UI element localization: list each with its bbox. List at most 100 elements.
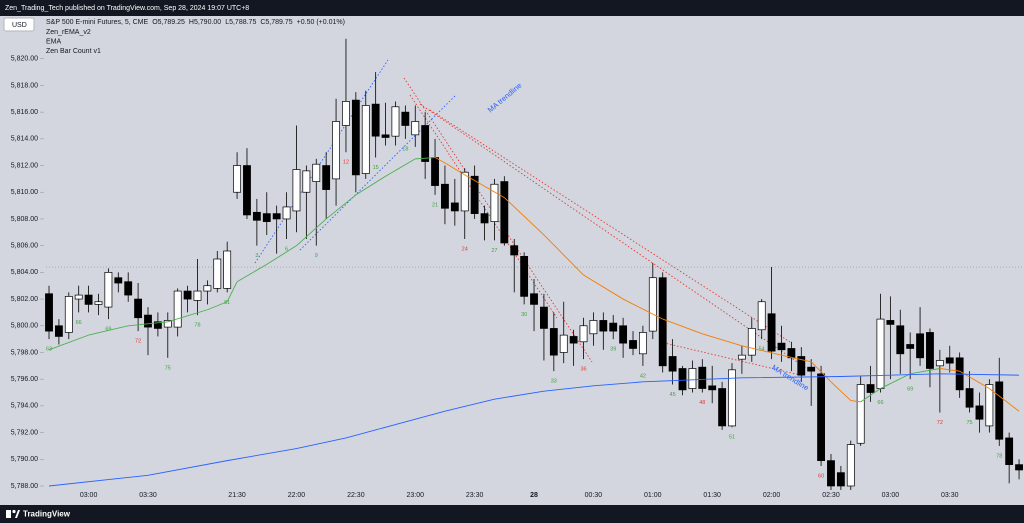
ema-segment	[504, 197, 545, 236]
candle-body	[302, 170, 311, 193]
candle-body	[312, 163, 321, 182]
x-tick-label: 22:30	[347, 492, 365, 499]
candle-body	[926, 332, 934, 369]
ema-segment	[830, 381, 852, 401]
ohlc-label: C5,789.75	[260, 19, 292, 26]
candle-body	[183, 290, 192, 300]
candle-body	[698, 366, 707, 389]
ema-segment	[910, 368, 940, 375]
footer-bar	[0, 505, 1024, 523]
candle-body	[421, 125, 430, 162]
y-tick-label: 5,792.00	[11, 429, 38, 436]
candle-body	[599, 320, 608, 332]
candle-body	[213, 258, 222, 289]
y-tick-label: 5,790.00	[11, 456, 38, 463]
ema-segment	[989, 388, 1020, 412]
bar-count: 21	[432, 202, 438, 208]
x-tick-label: 28	[530, 492, 538, 499]
bar-count: 39	[610, 347, 616, 353]
currency[interactable]: USD	[12, 22, 27, 29]
bar-count: 24	[462, 246, 468, 252]
ema-segment	[434, 157, 446, 164]
y-tick-label: 5,806.00	[11, 243, 38, 250]
candle-body	[559, 334, 568, 353]
bar-count: 69	[907, 387, 913, 393]
candle-body	[262, 213, 271, 222]
x-tick-label: 23:30	[466, 492, 484, 499]
candle-body	[757, 301, 766, 331]
bar-count: 9	[315, 253, 318, 259]
candle-body	[737, 354, 746, 360]
candle-body	[450, 202, 459, 212]
ema-segment	[167, 309, 208, 323]
candle-body	[104, 272, 113, 308]
candle-body	[836, 472, 845, 487]
bar-count: 75	[966, 420, 972, 426]
candle-body	[45, 293, 53, 332]
bar-count: 33	[551, 379, 557, 385]
ema-segment	[266, 245, 297, 265]
header-bar	[0, 0, 1024, 16]
bar-count: 51	[729, 435, 735, 441]
candle-body	[965, 388, 974, 408]
candle-body	[945, 357, 954, 364]
plot-area	[0, 16, 1024, 505]
bar-count: 42	[640, 373, 646, 379]
candle-body	[94, 301, 103, 305]
candle-body	[747, 328, 756, 356]
y-tick-label: 5,814.00	[11, 136, 38, 143]
candle-body	[282, 206, 291, 220]
bar-count: 69	[105, 327, 111, 333]
ema-segment	[236, 263, 267, 283]
brand-logo	[6, 509, 20, 518]
candle-body	[490, 183, 499, 222]
candle-body	[827, 460, 835, 487]
candle-body	[856, 384, 865, 444]
ema-line	[48, 373, 1020, 487]
candle-body	[540, 306, 548, 329]
trendline	[419, 103, 813, 373]
trendline	[403, 77, 593, 363]
candle-body	[985, 384, 994, 427]
y-tick-label: 5,810.00	[11, 189, 38, 196]
candle-body	[431, 157, 439, 186]
bar-count: 15	[373, 165, 379, 171]
bar-count: 63	[46, 347, 52, 353]
ema-segment	[325, 194, 357, 220]
legend-entry: EMA	[46, 38, 62, 45]
y-tick-label: 5,818.00	[11, 82, 38, 89]
candle-body	[193, 290, 202, 301]
bar-count: 12	[343, 160, 349, 166]
candle-body	[629, 340, 637, 349]
ema-segment	[296, 218, 327, 246]
y-tick-label: 5,794.00	[11, 403, 38, 410]
ema-segment	[850, 400, 861, 403]
currency-box[interactable]	[3, 17, 35, 32]
candle-body	[292, 169, 301, 212]
candle-body	[500, 181, 509, 244]
x-tick-label: 01:00	[644, 492, 662, 499]
y-tick-label: 5,788.00	[11, 483, 38, 490]
ema-segment	[385, 158, 416, 177]
ema-segment	[355, 175, 386, 196]
y-tick-label: 5,808.00	[11, 216, 38, 223]
ema-segment	[939, 368, 960, 372]
candle-body	[332, 121, 340, 180]
drawings	[254, 59, 813, 376]
candle-body	[688, 368, 697, 389]
candle-body	[935, 360, 944, 367]
candle-body	[203, 285, 212, 292]
ema-segment	[741, 345, 782, 356]
candle-body	[658, 277, 667, 367]
bar-count: 45	[670, 392, 676, 398]
legend-entry: Zen_rEMA_v2	[46, 29, 91, 36]
bar-count: 78	[194, 323, 200, 329]
brand-name: TradingView	[23, 510, 71, 519]
bar-count: 48	[699, 400, 705, 406]
trendline	[659, 341, 801, 376]
bar-count: 81	[224, 300, 230, 306]
candle-body	[886, 320, 895, 325]
bar-count: 36	[580, 367, 586, 373]
